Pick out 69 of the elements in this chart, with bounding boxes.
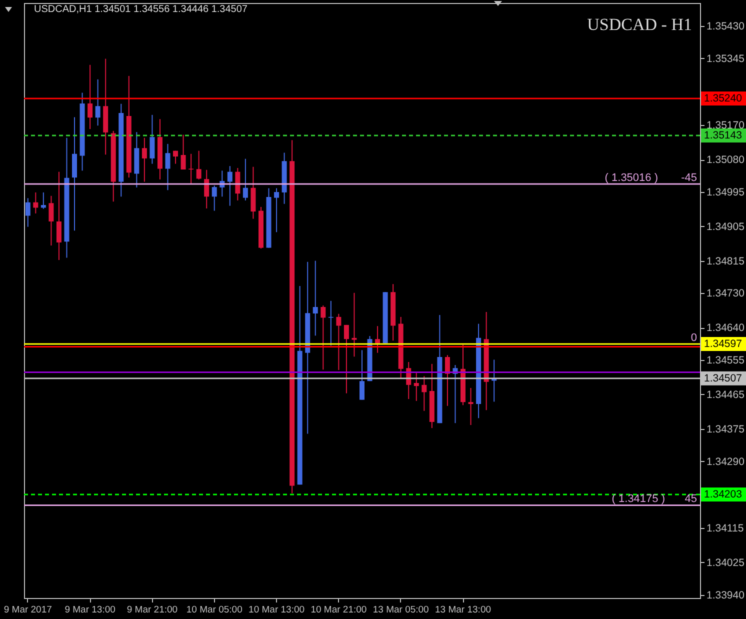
candlestick (25, 198, 30, 228)
candlestick (72, 116, 78, 232)
y-tick-label: 1.34555 (706, 354, 745, 367)
x-tick-label: 10 Mar 05:00 (186, 604, 242, 616)
candlestick (165, 143, 170, 191)
candlestick (250, 166, 256, 220)
ref-line-label: 1.34597 (704, 338, 742, 350)
y-tick-label: 1.34640 (706, 322, 745, 334)
candlestick (422, 376, 427, 412)
candlestick (188, 153, 194, 184)
candlestick (142, 137, 147, 182)
annotation: ( 1.35016 ) (604, 172, 658, 184)
annotation: ( 1.34175 ) (612, 493, 665, 506)
candlestick (48, 195, 54, 246)
candlestick (196, 150, 202, 180)
candlestick (204, 169, 210, 209)
y-tick-label: 1.34815 (706, 255, 745, 268)
candlestick (95, 78, 100, 126)
y-tick-label: 1.35430 (706, 20, 745, 32)
y-tick-label: 1.34995 (706, 186, 745, 199)
y-tick-label: 1.34465 (706, 388, 745, 401)
candlestick (56, 171, 62, 261)
candlestick (227, 166, 232, 206)
candlestick (468, 387, 474, 426)
y-tick-label: 1.34115 (706, 522, 744, 535)
x-tick-label: 13 Mar 13:00 (435, 604, 492, 616)
x-tick-label: 9 Mar 2017 (4, 604, 52, 616)
ref-line-label: 1.35240 (704, 92, 742, 104)
candlestick (40, 192, 46, 210)
annotation: 0 (690, 332, 697, 344)
candlestick (235, 167, 240, 201)
candlestick (242, 158, 248, 201)
candlestick (88, 64, 93, 130)
x-tick-label: 10 Mar 21:00 (310, 604, 367, 616)
candlestick (33, 192, 38, 214)
candlestick (414, 372, 419, 402)
candlestick (360, 350, 364, 400)
ref-line-label: 1.34507 (704, 372, 742, 384)
y-tick-label: 1.34905 (706, 220, 745, 233)
candlestick (312, 260, 318, 336)
ref-line-label: 1.35143 (704, 130, 742, 142)
candlestick (444, 354, 450, 406)
y-tick-label: 1.34375 (706, 423, 745, 436)
candlestick (212, 185, 217, 212)
y-tick-label: 1.34290 (706, 456, 745, 468)
candlestick (336, 313, 342, 371)
annotation: 45 (684, 493, 697, 506)
candlestick (320, 304, 326, 370)
x-tick-label: 10 Mar 13:00 (248, 604, 305, 616)
candlestick (375, 326, 380, 354)
candlestick (180, 134, 186, 170)
x-tick-label: 13 Mar 05:00 (372, 604, 429, 616)
candlestick (150, 114, 155, 164)
y-tick-label: 1.34025 (706, 556, 745, 569)
x-tick-label: 9 Mar 13:00 (64, 604, 116, 616)
text: USDCAD - H1 (587, 15, 692, 34)
x-tick-label: 9 Mar 21:00 (126, 604, 178, 616)
candlestick (344, 324, 349, 394)
y-tick-label: 1.33940 (706, 589, 745, 602)
y-tick-label: 1.34730 (706, 288, 745, 300)
chart-subtitle: USDCAD,H1 1.34501 1.34556 1.34446 1.34507 (34, 4, 248, 15)
y-tick-label: 1.35170 (706, 120, 745, 132)
y-tick-label: 1.35345 (706, 52, 745, 65)
y-tick-label: 1.35080 (706, 154, 745, 166)
candlestick (274, 188, 280, 233)
candlestick (173, 150, 178, 164)
ref-line-label: 1.34203 (704, 488, 742, 501)
candlestick (352, 292, 357, 358)
annotation: -45 (681, 172, 697, 184)
